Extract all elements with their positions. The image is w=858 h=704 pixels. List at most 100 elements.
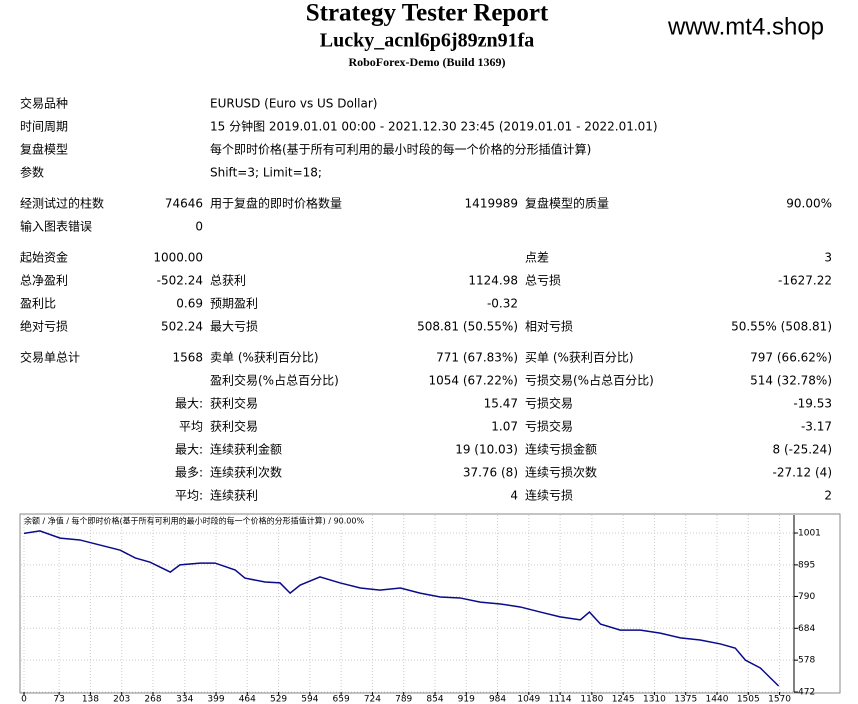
cell-label: 连续亏损金额 <box>525 442 597 457</box>
cell-value: 1054 (67.22%) <box>429 374 518 388</box>
cell-value: 每个即时价格(基于所有可利用的最小时段的每一个价格的分形插值计算) <box>210 142 591 157</box>
cell-label: 总获利 <box>210 274 246 288</box>
cell-value: 3 <box>824 251 832 265</box>
chart-legend: 余额 / 净值 / 每个即时价格(基于所有可利用的最小时段的每一个价格的分形插值… <box>24 516 364 526</box>
y-tick-label: 684 <box>798 624 815 634</box>
cell-value: 50.55% (508.81) <box>731 320 832 334</box>
x-tick-label: 659 <box>333 695 350 704</box>
x-tick-label: 1049 <box>517 695 540 704</box>
cell-value: 1.07 <box>491 420 518 434</box>
cell-value: 514 (32.78%) <box>750 374 832 388</box>
cell-value: -502.24 <box>157 274 203 288</box>
cell-value: 8 (-25.24) <box>773 443 833 457</box>
cell-label: 最大亏损 <box>210 320 258 334</box>
x-tick-label: 789 <box>395 695 412 704</box>
x-tick-label: 399 <box>207 695 224 704</box>
cell-value: 15 分钟图 2019.01.01 00:00 - 2021.12.30 23:… <box>210 119 658 134</box>
cell-label: 亏损交易 <box>525 396 573 411</box>
cell-label: 交易单总计 <box>20 350 80 365</box>
cell-value: 0.69 <box>176 297 203 311</box>
x-tick-label: 724 <box>364 695 381 704</box>
cell-value: 平均: <box>175 489 203 503</box>
x-tick-label: 854 <box>426 695 443 704</box>
cell-value: -1627.22 <box>778 274 832 288</box>
chart-frame <box>19 513 841 694</box>
cell-label: 亏损交易 <box>525 419 573 434</box>
x-tick-label: 268 <box>144 695 161 704</box>
cell-label: 连续获利 <box>210 488 258 503</box>
cell-label: 时间周期 <box>20 120 68 134</box>
cell-value: 37.76 (8) <box>463 466 518 480</box>
x-tick-label: 1570 <box>768 695 791 704</box>
cell-value: 1419989 <box>465 197 518 211</box>
cell-value: -27.12 (4) <box>773 466 833 480</box>
cell-label: 用于复盘的即时价格数量 <box>210 196 342 211</box>
subtitle: Lucky_acnl6p6j89zn91fa <box>320 30 534 52</box>
cell-value: -19.53 <box>793 397 832 411</box>
watermark: www.mt4.shop <box>667 13 824 40</box>
cell-value: -0.32 <box>487 297 518 311</box>
x-tick-label: 1180 <box>580 695 603 704</box>
cell-value: 15.47 <box>484 397 518 411</box>
y-tick-label: 895 <box>798 560 815 570</box>
cell-value: 90.00% <box>786 197 832 211</box>
cell-value: 平均 <box>179 420 203 434</box>
cell-value: 4 <box>510 489 518 503</box>
cell-label: 复盘模型的质量 <box>525 196 609 211</box>
x-tick-label: 1245 <box>612 695 635 704</box>
cell-label: 输入图表错误 <box>20 219 92 234</box>
x-tick-label: 0 <box>21 695 27 704</box>
cell-value: 19 (10.03) <box>455 443 518 457</box>
x-tick-label: 1375 <box>674 695 697 704</box>
x-tick-label: 1114 <box>549 695 572 704</box>
cell-label: 获利交易 <box>210 419 258 434</box>
cell-label: 亏损交易(%占总百分比) <box>525 373 654 388</box>
cell-value: 797 (66.62%) <box>750 351 832 365</box>
x-tick-label: 984 <box>489 695 506 704</box>
cell-value: 508.81 (50.55%) <box>417 320 518 334</box>
cell-label: 复盘模型 <box>20 142 68 157</box>
server: RoboForex-Demo (Build 1369) <box>348 55 505 69</box>
cell-value: 1124.98 <box>468 274 518 288</box>
cell-label: 总亏损 <box>525 274 561 288</box>
x-tick-label: 334 <box>176 695 193 704</box>
cell-value: 502.24 <box>161 320 203 334</box>
x-tick-label: 919 <box>458 695 475 704</box>
y-tick-label: 578 <box>798 656 815 666</box>
cell-label: 经测试过的柱数 <box>20 196 104 211</box>
x-tick-label: 529 <box>270 695 287 704</box>
x-tick-label: 1505 <box>737 695 760 704</box>
cell-value: 最多: <box>175 466 203 480</box>
cell-label: 获利交易 <box>210 396 258 411</box>
cell-label: 总净盈利 <box>20 274 68 288</box>
cell-label: 卖单 (%获利百分比) <box>210 351 319 365</box>
cell-label: 连续亏损次数 <box>525 465 597 480</box>
cell-value: 1568 <box>172 351 203 365</box>
cell-label: 预期盈利 <box>210 297 258 311</box>
title: Strategy Tester Report <box>306 0 549 27</box>
cell-label: 盈利比 <box>20 297 56 311</box>
y-tick-label: 1001 <box>798 529 821 539</box>
balance-line <box>23 530 780 687</box>
cell-label: 连续获利次数 <box>210 465 282 480</box>
cell-value: 最大: <box>175 397 203 411</box>
cell-value: 771 (67.83%) <box>436 351 518 365</box>
cell-value: Shift=3; Limit=18; <box>210 166 322 180</box>
cell-value: -3.17 <box>801 420 832 434</box>
cell-label: 参数 <box>20 165 44 180</box>
cell-label: 相对亏损 <box>525 320 573 334</box>
cell-label: 连续亏损 <box>525 488 573 503</box>
x-tick-label: 594 <box>301 695 318 704</box>
cell-value: 最大: <box>175 443 203 457</box>
x-tick-label: 73 <box>53 695 64 704</box>
x-tick-label: 203 <box>113 695 130 704</box>
y-tick-label: 790 <box>798 592 815 602</box>
x-tick-label: 138 <box>82 695 99 704</box>
x-tick-label: 464 <box>239 695 256 704</box>
cell-value: 74646 <box>165 197 203 211</box>
cell-label: 交易品种 <box>20 96 68 111</box>
cell-value: EURUSD (Euro vs US Dollar) <box>210 97 377 111</box>
cell-label: 起始资金 <box>20 250 68 265</box>
